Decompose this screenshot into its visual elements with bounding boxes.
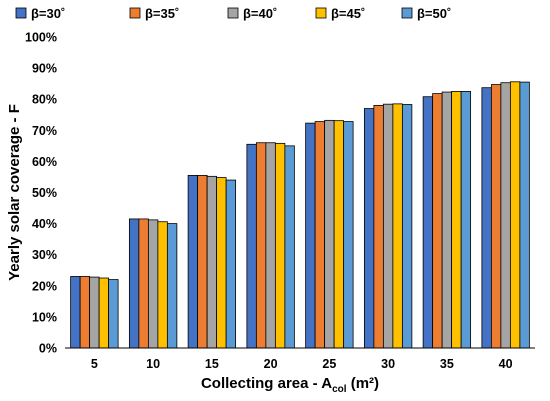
x-tick-label: 40 bbox=[499, 357, 513, 371]
bar bbox=[216, 177, 227, 349]
legend-swatch bbox=[129, 7, 141, 19]
x-axis-title-suffix: (m²) bbox=[347, 375, 380, 392]
legend-item: β=30˚ bbox=[15, 6, 65, 21]
bar bbox=[206, 175, 218, 349]
bar bbox=[343, 121, 354, 349]
x-tick-label: 5 bbox=[91, 357, 98, 371]
x-tick-label: 10 bbox=[146, 357, 160, 371]
x-axis-title: Collecting area - Acol (m²) bbox=[201, 375, 379, 395]
bar bbox=[147, 219, 159, 349]
bar bbox=[70, 276, 81, 349]
bar bbox=[460, 91, 472, 349]
x-tick-label: 25 bbox=[322, 357, 336, 371]
bar bbox=[509, 81, 521, 349]
bar bbox=[481, 87, 492, 349]
x-tick-label: 35 bbox=[440, 357, 454, 371]
bar bbox=[98, 277, 110, 349]
y-tick-label: 90% bbox=[32, 62, 57, 76]
y-tick-label: 70% bbox=[32, 124, 57, 138]
bar bbox=[197, 174, 208, 349]
bar bbox=[246, 143, 257, 349]
bar bbox=[422, 96, 434, 349]
bar bbox=[89, 276, 100, 349]
bar bbox=[157, 221, 168, 349]
bar bbox=[451, 91, 462, 349]
bar bbox=[314, 121, 326, 349]
bars bbox=[70, 81, 530, 349]
bar bbox=[274, 142, 286, 349]
legend-swatch bbox=[15, 7, 27, 19]
bar bbox=[284, 145, 295, 349]
legend-item: β=40˚ bbox=[227, 6, 277, 21]
bar bbox=[79, 276, 91, 349]
bar bbox=[490, 84, 502, 349]
bar bbox=[138, 218, 149, 349]
legend-label: β=30˚ bbox=[31, 6, 65, 21]
y-tick-label: 30% bbox=[32, 248, 57, 262]
bar bbox=[441, 91, 453, 349]
bar bbox=[305, 122, 316, 349]
legend-item: β=50˚ bbox=[401, 6, 451, 21]
bar bbox=[333, 120, 345, 349]
bar bbox=[324, 119, 335, 349]
legend-item: β=35˚ bbox=[129, 6, 179, 21]
bar bbox=[382, 103, 394, 349]
x-tick-label: 30 bbox=[381, 357, 395, 371]
legend-swatch bbox=[227, 7, 239, 19]
y-tick-label: 50% bbox=[32, 186, 57, 200]
bar bbox=[265, 142, 276, 349]
bar bbox=[373, 105, 384, 349]
bar bbox=[392, 103, 403, 349]
x-axis-title-subscript: col bbox=[332, 384, 347, 395]
legend-label: β=45˚ bbox=[331, 6, 365, 21]
x-tick-label: 15 bbox=[205, 357, 219, 371]
y-tick-label: 80% bbox=[32, 93, 57, 107]
y-tick-label: 60% bbox=[32, 155, 57, 169]
y-axis-ticks: 0% 10% 20% 30% 40% 50% 60% 70% 80% 90% 100% bbox=[25, 31, 57, 356]
y-tick-label: 20% bbox=[32, 279, 57, 293]
legend-swatch bbox=[315, 7, 327, 19]
x-tick-label: 20 bbox=[264, 357, 278, 371]
bar bbox=[401, 104, 413, 349]
bar bbox=[500, 82, 511, 349]
bar bbox=[108, 279, 119, 349]
bar bbox=[128, 218, 140, 349]
bar bbox=[519, 81, 530, 349]
bar bbox=[166, 223, 178, 349]
bar bbox=[187, 174, 199, 349]
legend-label: β=35˚ bbox=[145, 6, 179, 21]
legend-item: β=45˚ bbox=[315, 6, 365, 21]
legend-label: β=50˚ bbox=[417, 6, 451, 21]
bar bbox=[255, 142, 267, 349]
y-tick-label: 40% bbox=[32, 217, 57, 231]
y-tick-label: 100% bbox=[25, 31, 57, 45]
legend-swatch bbox=[401, 7, 413, 19]
x-axis-ticks: 5 10 15 20 25 30 35 40 bbox=[91, 357, 513, 371]
bar bbox=[432, 93, 443, 349]
legend-label: β=40˚ bbox=[243, 6, 277, 21]
bar bbox=[363, 108, 375, 349]
legend: β=30˚ β=35˚ β=40˚ β=45˚ β=50˚ bbox=[15, 6, 451, 21]
y-axis-title: Yearly solar coverage - F bbox=[6, 104, 23, 281]
y-tick-label: 10% bbox=[32, 310, 57, 324]
x-axis-title-prefix: Collecting area - A bbox=[201, 375, 332, 392]
y-tick-label: 0% bbox=[39, 342, 57, 356]
bar bbox=[225, 179, 237, 349]
